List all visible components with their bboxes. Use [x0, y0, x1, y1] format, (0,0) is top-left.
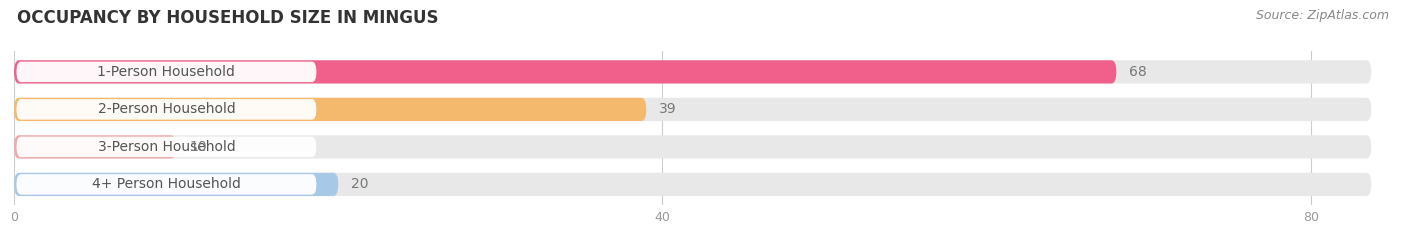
Text: 3-Person Household: 3-Person Household [97, 140, 235, 154]
Text: OCCUPANCY BY HOUSEHOLD SIZE IN MINGUS: OCCUPANCY BY HOUSEHOLD SIZE IN MINGUS [17, 9, 439, 27]
FancyBboxPatch shape [14, 173, 339, 196]
Text: 10: 10 [190, 140, 207, 154]
FancyBboxPatch shape [14, 98, 647, 121]
Text: 20: 20 [352, 177, 368, 192]
FancyBboxPatch shape [17, 137, 316, 157]
FancyBboxPatch shape [14, 135, 1371, 158]
Text: 68: 68 [1129, 65, 1147, 79]
Text: Source: ZipAtlas.com: Source: ZipAtlas.com [1256, 9, 1389, 22]
FancyBboxPatch shape [14, 135, 176, 158]
FancyBboxPatch shape [14, 60, 1371, 83]
FancyBboxPatch shape [17, 62, 316, 82]
Text: 4+ Person Household: 4+ Person Household [91, 177, 240, 192]
FancyBboxPatch shape [14, 173, 1371, 196]
FancyBboxPatch shape [14, 60, 1116, 83]
Text: 2-Person Household: 2-Person Household [97, 102, 235, 116]
Text: 39: 39 [659, 102, 676, 116]
Text: 1-Person Household: 1-Person Household [97, 65, 235, 79]
FancyBboxPatch shape [14, 98, 1371, 121]
FancyBboxPatch shape [17, 99, 316, 120]
FancyBboxPatch shape [17, 174, 316, 195]
